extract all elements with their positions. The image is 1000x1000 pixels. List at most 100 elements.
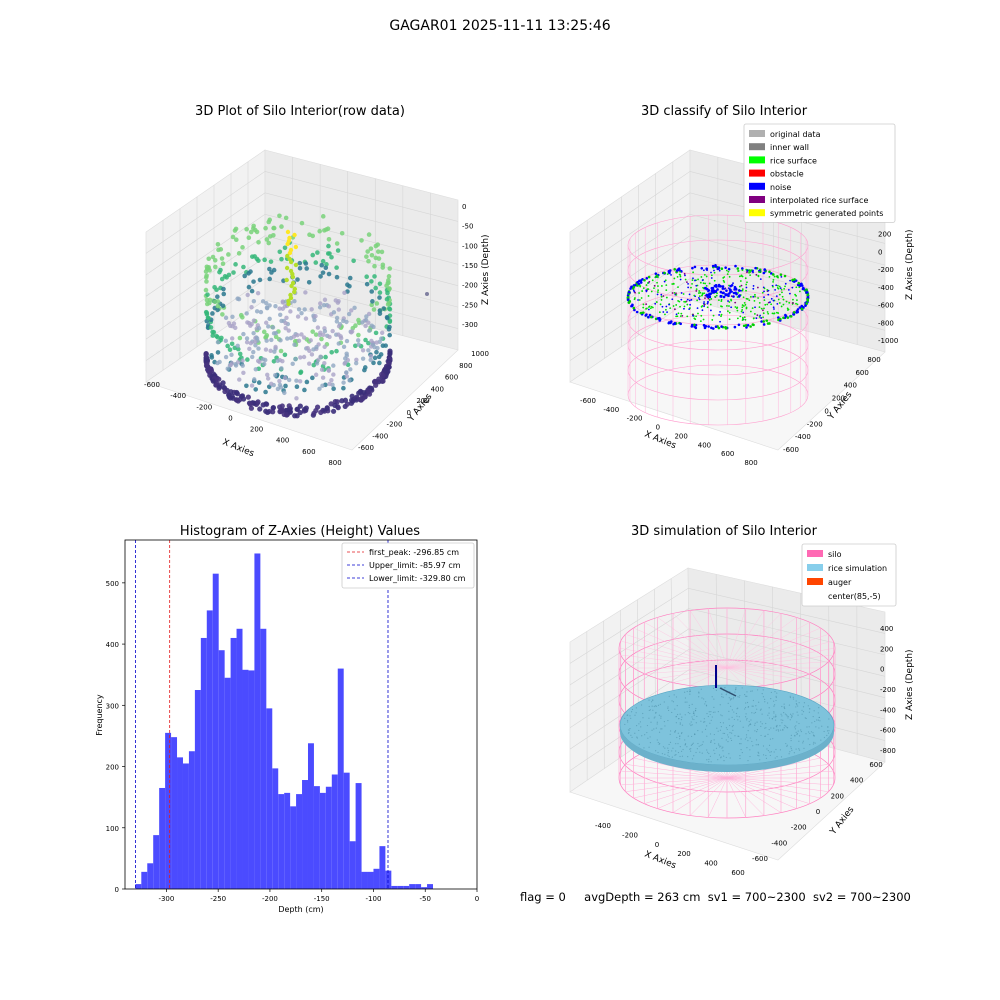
classified-point (665, 305, 668, 308)
raw-point (214, 333, 219, 339)
rice-point (718, 744, 720, 746)
classified-point (724, 266, 727, 269)
raw-point (375, 345, 380, 351)
classified-point (775, 311, 778, 314)
rice-surface-edge (620, 725, 834, 772)
rice-point (795, 700, 797, 702)
rice-point (653, 717, 655, 719)
classified-point (746, 281, 748, 284)
rice-point (812, 732, 814, 734)
rice-point (806, 726, 808, 728)
raw-point (250, 354, 255, 360)
raw-point (329, 377, 334, 383)
raw-point (215, 360, 220, 366)
grid-line (569, 669, 886, 750)
raw-point (308, 338, 313, 343)
raw-point (327, 334, 332, 340)
classify-legend-swatch (749, 130, 765, 137)
classified-point (780, 288, 783, 291)
classified-point (660, 285, 663, 287)
rice-point (668, 743, 670, 746)
classified-point (788, 301, 791, 304)
classified-point (643, 278, 646, 282)
classified-point (772, 306, 775, 309)
rice-point (711, 716, 713, 718)
sim-z-tick-label: -800 (880, 747, 896, 755)
raw-point (283, 320, 288, 326)
raw-point (221, 291, 227, 297)
raw-point (296, 307, 302, 312)
rice-point (790, 746, 792, 748)
rice-point (808, 711, 811, 713)
raw-point (240, 363, 245, 368)
rice-point (641, 735, 643, 737)
rice-point (775, 699, 777, 702)
rice-point (714, 752, 716, 755)
classified-point (677, 300, 680, 302)
rice-point (770, 727, 772, 729)
rice-point (751, 740, 753, 743)
classified-point (737, 270, 740, 272)
classified-point (727, 270, 730, 273)
rice-point (679, 713, 681, 715)
raw-point (371, 307, 377, 312)
raw-point (256, 346, 261, 351)
cls-z-tick-label: 0 (878, 248, 882, 256)
raw-point (379, 249, 385, 255)
classified-point (785, 300, 788, 303)
raw-point (330, 408, 337, 414)
raw-point (234, 391, 240, 397)
classified-point (716, 292, 718, 295)
y-tick-label: 300 (106, 702, 119, 710)
rice-point (789, 719, 791, 721)
classified-point (720, 313, 723, 316)
classified-point (787, 288, 790, 291)
cls-y-tick-label: 200 (832, 395, 845, 403)
rice-point (807, 738, 809, 740)
classified-point (714, 325, 718, 328)
rice-point (706, 759, 708, 761)
grid-line (603, 620, 605, 769)
rice-point (713, 698, 715, 700)
raw-point (273, 373, 278, 378)
raw-point (240, 358, 245, 363)
raw-point (227, 347, 233, 353)
rice-point (672, 701, 675, 703)
classified-point (679, 305, 681, 308)
classified-point (647, 295, 650, 297)
rice-point (690, 721, 692, 723)
classified-point (769, 301, 771, 304)
classified-point (701, 293, 704, 296)
rice-point (657, 704, 660, 706)
raw-point (254, 229, 260, 235)
classified-point (639, 311, 643, 315)
raw-point (283, 215, 289, 221)
rice-point (651, 729, 653, 731)
rice-point (720, 756, 722, 758)
rice-point (627, 721, 629, 723)
rice-point (701, 731, 703, 733)
raw-point (357, 396, 363, 403)
raw-point (286, 377, 292, 383)
y-tick-label: 500 (106, 580, 119, 588)
noise-point (724, 293, 727, 296)
raw-point (317, 305, 323, 310)
rice-point (788, 753, 790, 755)
classified-point (773, 312, 776, 315)
raw-point (267, 217, 273, 223)
rice-point (723, 732, 726, 735)
classified-point (763, 287, 766, 290)
rice-point (768, 712, 770, 714)
classified-point (744, 318, 747, 321)
rice-point (671, 750, 673, 752)
rice-point (737, 707, 739, 709)
raw-point (381, 306, 386, 311)
raw-point (292, 339, 298, 344)
rice-point (760, 721, 762, 723)
raw-point (251, 279, 256, 284)
classified-point (742, 311, 745, 314)
rice-point (647, 737, 649, 739)
raw-point (362, 365, 368, 370)
rice-point (694, 709, 697, 711)
rice-point (745, 734, 748, 736)
